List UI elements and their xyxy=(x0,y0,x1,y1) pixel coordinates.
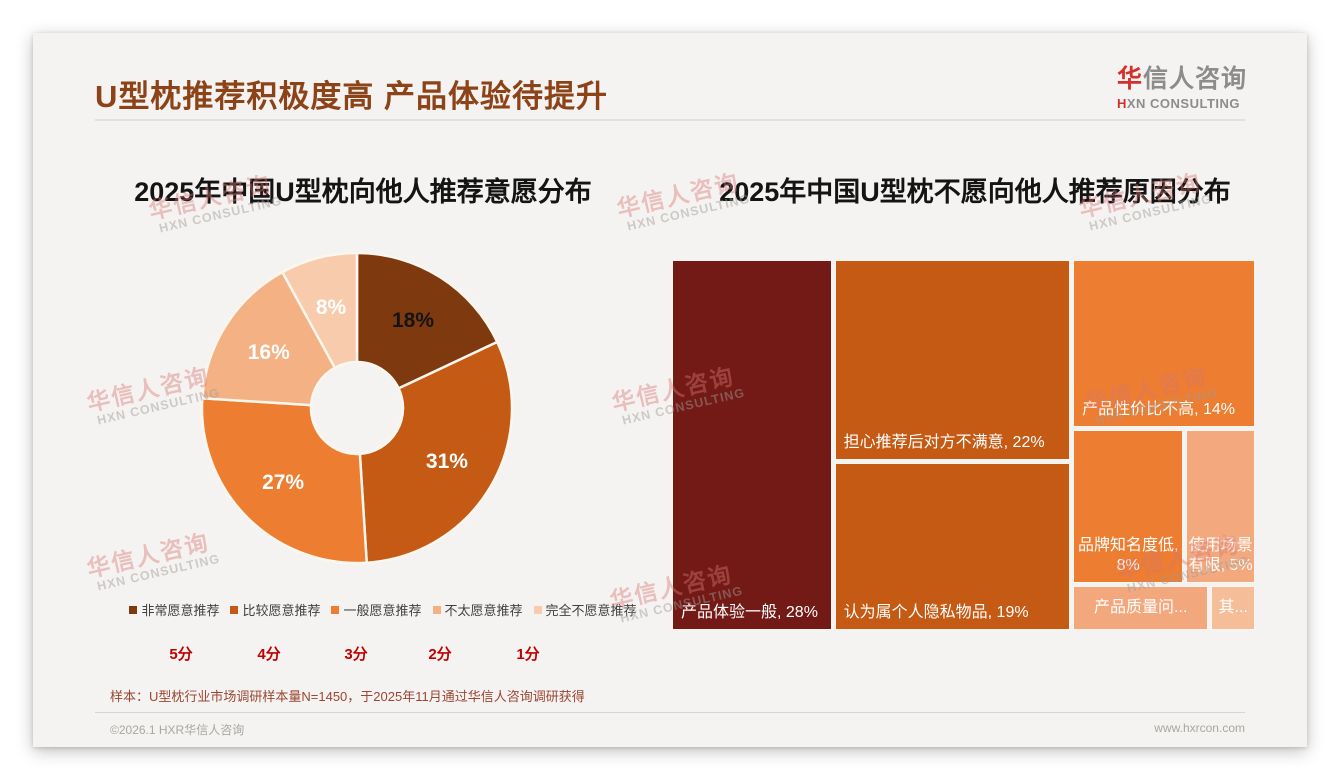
logo-chinese: 华信人咨询 xyxy=(1117,59,1247,95)
donut-value-label: 31% xyxy=(426,450,468,473)
legend-label: 一般愿意推荐 xyxy=(343,603,422,618)
score-label: 1分 xyxy=(516,646,540,663)
treemap-cell-label: 产品质量问... xyxy=(1094,598,1188,616)
treemap-cell-品牌知名度低: 品牌知名度低, 8% xyxy=(1073,429,1184,583)
treemap-cell-label: 认为属个人隐私物品, 19% xyxy=(843,603,1029,621)
legend-label: 完全不愿意推荐 xyxy=(545,603,637,618)
treemap-cell-label: 其... xyxy=(1218,598,1248,616)
page-title: U型枕推荐积极度高 产品体验待提升 xyxy=(95,79,608,114)
footer: ©2026.1 HXR华信人咨询 www.hxrcon.com xyxy=(110,721,1245,738)
legend-swatch xyxy=(432,605,441,614)
sample-footnote: 样本：U型枕行业市场调研样本量N=1450，于2025年11月通过华信人咨询调研… xyxy=(110,689,585,704)
score-label: 5分 xyxy=(169,646,193,663)
score-label: 2分 xyxy=(428,646,452,663)
treemap-cell-label: 担心推荐后对方不满意, 22% xyxy=(843,434,1045,452)
legend-item-比较愿意推荐: 比较愿意推荐 xyxy=(230,600,320,619)
treemap-cell-label: 产品性价比不高, 14% xyxy=(1082,401,1236,419)
treemap-cell-其他: 其... xyxy=(1211,585,1255,630)
treemap-chart-title: 2025年中国U型枕不愿向他人推荐原因分布 xyxy=(719,177,1231,207)
score-labels: 5分 4分 3分 2分 1分 xyxy=(33,643,733,663)
treemap-cell-认为属个人隐私物品: 认为属个人隐私物品, 19% xyxy=(834,463,1071,630)
donut-legend: 非常愿意推荐 比较愿意推荐 一般愿意推荐 不太愿意推荐 完全不愿意推荐 xyxy=(83,600,683,619)
legend-item-完全不愿意推荐: 完全不愿意推荐 xyxy=(533,600,637,619)
donut-segment-一般愿意推荐 xyxy=(200,397,368,565)
copyright-text: ©2026.1 HXR华信人咨询 xyxy=(110,723,245,737)
donut-segment-完全不愿意推荐 xyxy=(281,251,359,369)
donut-value-label: 27% xyxy=(262,471,304,494)
treemap-cell-担心推荐后对方不满意: 担心推荐后对方不满意, 22% xyxy=(834,260,1071,461)
treemap-cell-产品质量问题: 产品质量问... xyxy=(1073,585,1209,630)
company-logo: 华信人咨询 HXN CONSULTING xyxy=(1117,59,1247,111)
legend-item-一般愿意推荐: 一般愿意推荐 xyxy=(331,600,422,619)
treemap-cell-产品体验一般: 产品体验一般, 28% xyxy=(672,260,832,630)
treemap-cell-产品性价比不高: 产品性价比不高, 14% xyxy=(1073,260,1255,428)
legend-label: 非常愿意推荐 xyxy=(141,603,220,618)
donut-chart-title: 2025年中国U型枕向他人推荐意愿分布 xyxy=(134,177,592,207)
score-label: 3分 xyxy=(344,646,368,663)
donut-value-label: 8% xyxy=(316,296,347,319)
legend-label: 不太愿意推荐 xyxy=(444,603,523,618)
donut-chart: 18% 31% 27% 16% 8% xyxy=(200,251,514,565)
treemap-chart: 产品体验一般, 28% 担心推荐后对方不满意, 22% 认为属个人隐私物品, 19%… xyxy=(672,260,1255,630)
donut-value-label: 18% xyxy=(392,309,434,332)
footer-divider xyxy=(95,712,1245,713)
header-divider xyxy=(95,119,1245,121)
slide-card: U型枕推荐积极度高 产品体验待提升 华信人咨询 HXN CONSULTING 2… xyxy=(33,33,1307,747)
treemap-cell-label: 产品体验一般, 28% xyxy=(681,604,818,621)
donut-segment-不太愿意推荐 xyxy=(201,270,337,407)
donut-value-label: 16% xyxy=(248,341,290,364)
logo-cn-rest: 信人咨询 xyxy=(1142,65,1247,93)
logo-cn-accent: 华 xyxy=(1116,65,1143,93)
website-text: www.hxrcon.com xyxy=(1154,721,1245,735)
treemap-cell-使用场景有限: 使用场景有限, 5% xyxy=(1186,429,1255,583)
legend-swatch xyxy=(230,605,239,614)
legend-item-不太愿意推荐: 不太愿意推荐 xyxy=(432,600,523,619)
donut-segment-非常愿意推荐 xyxy=(355,251,499,390)
treemap-cell-label: 使用场景有限, 5% xyxy=(1188,537,1253,574)
legend-swatch xyxy=(129,605,138,614)
legend-item-非常愿意推荐: 非常愿意推荐 xyxy=(129,600,219,619)
score-label: 4分 xyxy=(257,646,281,663)
logo-english: HXN CONSULTING xyxy=(1117,96,1247,111)
logo-en-rest: XN CONSULTING xyxy=(1126,96,1241,111)
legend-swatch xyxy=(331,605,340,614)
logo-en-accent: H xyxy=(1116,96,1127,111)
legend-label: 比较愿意推荐 xyxy=(242,603,321,618)
donut-segment-比较愿意推荐 xyxy=(358,340,514,564)
treemap-cell-label: 品牌知名度低, 8% xyxy=(1077,537,1179,574)
legend-swatch xyxy=(533,605,542,614)
